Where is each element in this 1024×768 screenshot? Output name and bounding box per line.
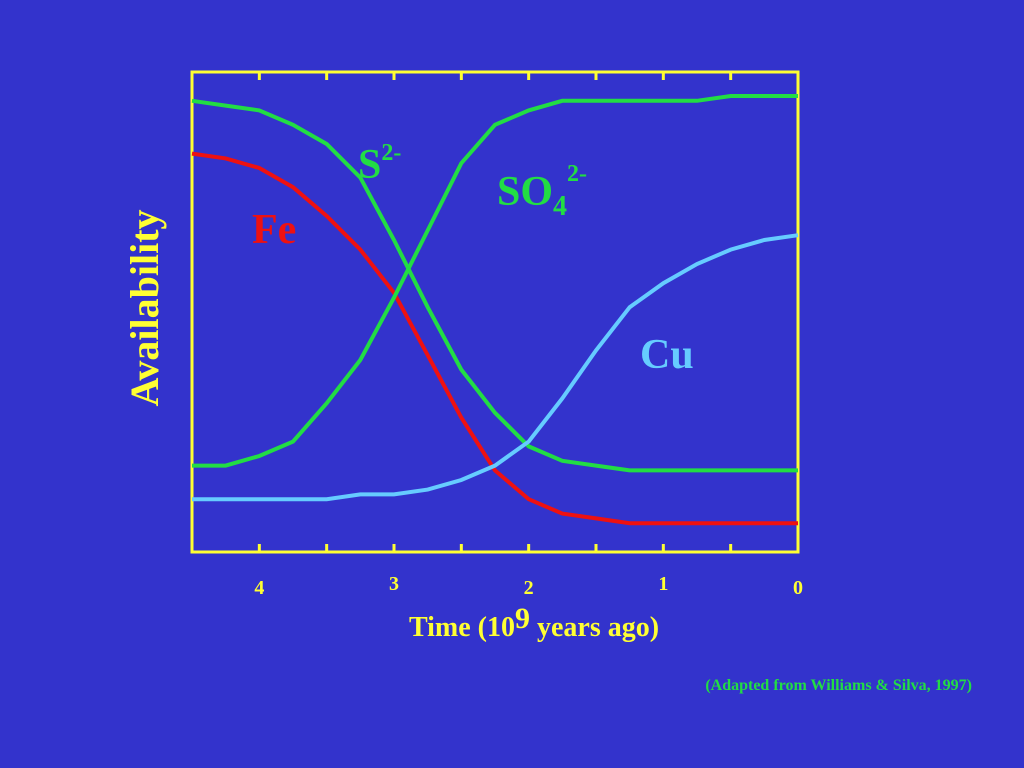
x-tick-label: 3 [389, 573, 399, 595]
x-axis-label: Time (109 years ago) [409, 602, 659, 643]
series-name: Cu [640, 332, 694, 378]
x-label-part: years ago) [530, 612, 659, 643]
series-line [192, 94, 798, 468]
series-name: SO [497, 169, 553, 215]
plot-frame [190, 70, 800, 554]
series-label: Cu [640, 332, 694, 378]
series-line [191, 98, 798, 473]
x-tick-label: 1 [658, 573, 668, 595]
series-label: SO42- [497, 161, 587, 222]
series-label: S2- [358, 140, 401, 188]
series-line [191, 151, 798, 526]
x-tick-label: 2 [524, 577, 534, 599]
y-axis-label: Availability [122, 209, 167, 406]
x-tick-label: 4 [254, 577, 264, 599]
series-name-sup: 2- [381, 140, 401, 166]
series-name: Fe [252, 207, 296, 253]
series-line [192, 233, 799, 502]
x-label-sup: 9 [515, 602, 530, 635]
x-tick-label: 0 [793, 577, 803, 599]
series-name: S [358, 142, 381, 188]
source-note: (Adapted from Williams & Silva, 1997) [705, 677, 972, 694]
series-name-sup: 2- [567, 161, 587, 187]
series-name-sub: 4 [553, 191, 567, 222]
series-label: Fe [252, 207, 296, 253]
x-label-part: Time (10 [409, 612, 515, 643]
